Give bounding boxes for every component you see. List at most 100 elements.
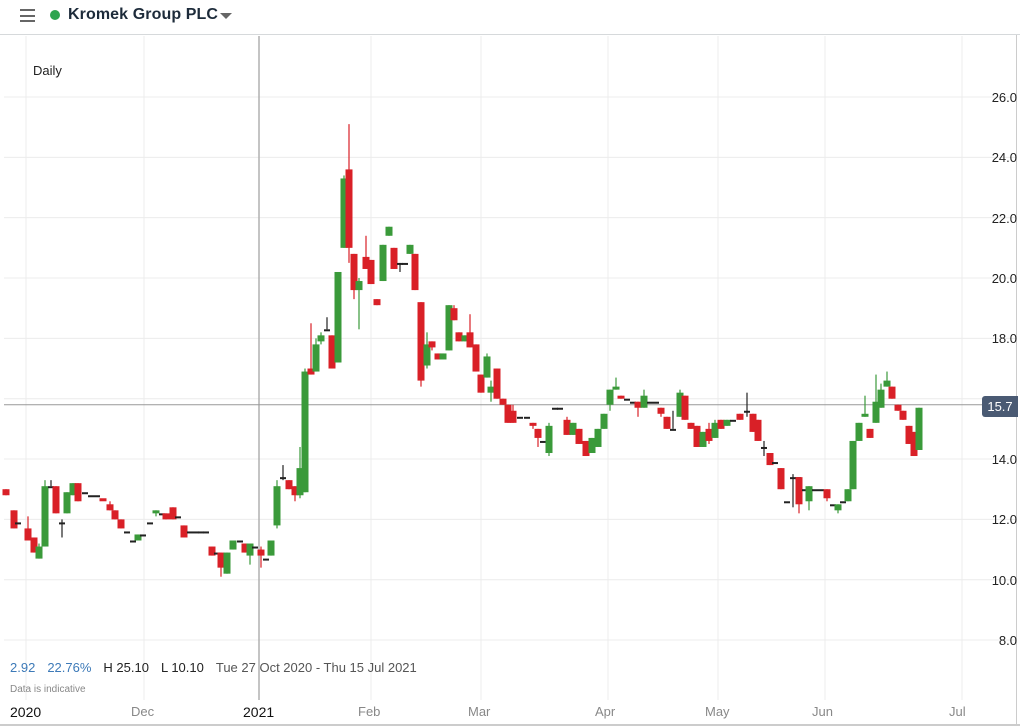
candle [124,531,130,534]
candle [723,419,731,426]
candle [477,374,485,393]
x-tick-label: 2020 [10,704,42,720]
candle [563,419,571,435]
candle [214,552,220,555]
candle [257,549,265,556]
candle [466,332,474,348]
y-tick-label: 24.0 [991,150,1017,166]
candle [761,446,767,449]
candle [74,483,82,502]
candle [499,398,507,405]
candle [10,510,18,529]
candle [534,428,542,438]
y-tick-label: 20.0 [991,271,1017,287]
candle [861,413,869,417]
y-tick-label: 14.0 [991,452,1017,468]
date-range: Tue 27 Oct 2020 - Thu 15 Jul 2021 [215,660,417,675]
candle [48,486,54,489]
candle [640,395,648,408]
candle [198,531,204,534]
candle [766,453,774,466]
candle [910,431,918,457]
candle [557,407,563,410]
candle [285,480,293,490]
candle [905,425,913,444]
candle [423,344,431,366]
candle [307,368,315,375]
candle [670,428,676,431]
candle [899,410,907,420]
candle [717,419,725,429]
chevron-down-icon[interactable] [220,13,232,19]
candle [517,416,523,419]
candle [241,543,249,553]
candle [208,546,216,556]
instrument-title[interactable]: Kromek Group PLC [68,6,219,23]
hamburger-menu-icon[interactable] [20,9,35,22]
candle [830,504,836,507]
candle [509,410,517,423]
candle [223,552,231,574]
candle [140,534,146,537]
candle [130,540,136,543]
candle [324,329,330,332]
candle [69,483,77,496]
candle [345,169,353,248]
candle [24,528,32,541]
chart-right-border [1016,35,1017,726]
candle [180,525,188,538]
candle [445,305,453,351]
candle [630,401,636,404]
candle [730,419,736,422]
candle [367,259,375,285]
candle [772,462,778,465]
candle [888,386,896,399]
chart-header: Kromek Group PLC [0,0,1020,35]
y-tick-label: 22.0 [991,210,1017,226]
candle [461,335,469,342]
candle [749,413,757,432]
current-price-tag: 15.7 [982,396,1018,417]
candle [540,440,546,443]
candle [117,519,125,529]
interval-label[interactable]: Daily [33,63,62,78]
candle [111,510,119,520]
candle [402,262,408,265]
candle [88,495,94,498]
change-percent: 22.76% [47,660,92,675]
candle [267,540,275,556]
candle [877,389,885,408]
candle [193,531,199,534]
candle [428,341,436,348]
candle [524,416,530,419]
x-tick-label: Dec [131,704,155,719]
x-tick-label: Mar [468,704,491,719]
candle [455,332,463,342]
candle [606,389,614,405]
candle [385,226,393,236]
x-axis-scrollbar[interactable] [0,724,1020,726]
candle [162,513,170,520]
candle [411,253,419,291]
candle [63,492,71,514]
candle [834,504,842,511]
candle [406,244,414,254]
candle [434,353,442,360]
candle [152,510,160,514]
candle [317,335,325,342]
candle [805,486,813,502]
y-tick-label: 18.0 [991,331,1017,347]
candle [483,356,491,378]
candle [818,489,824,492]
candle [41,486,49,547]
candle [849,440,857,490]
candle [328,335,336,369]
candle [653,401,659,404]
candle [795,477,803,505]
candle [844,489,852,502]
candle [362,256,370,269]
candle [417,302,425,381]
candle [350,253,358,291]
candle [883,380,891,387]
